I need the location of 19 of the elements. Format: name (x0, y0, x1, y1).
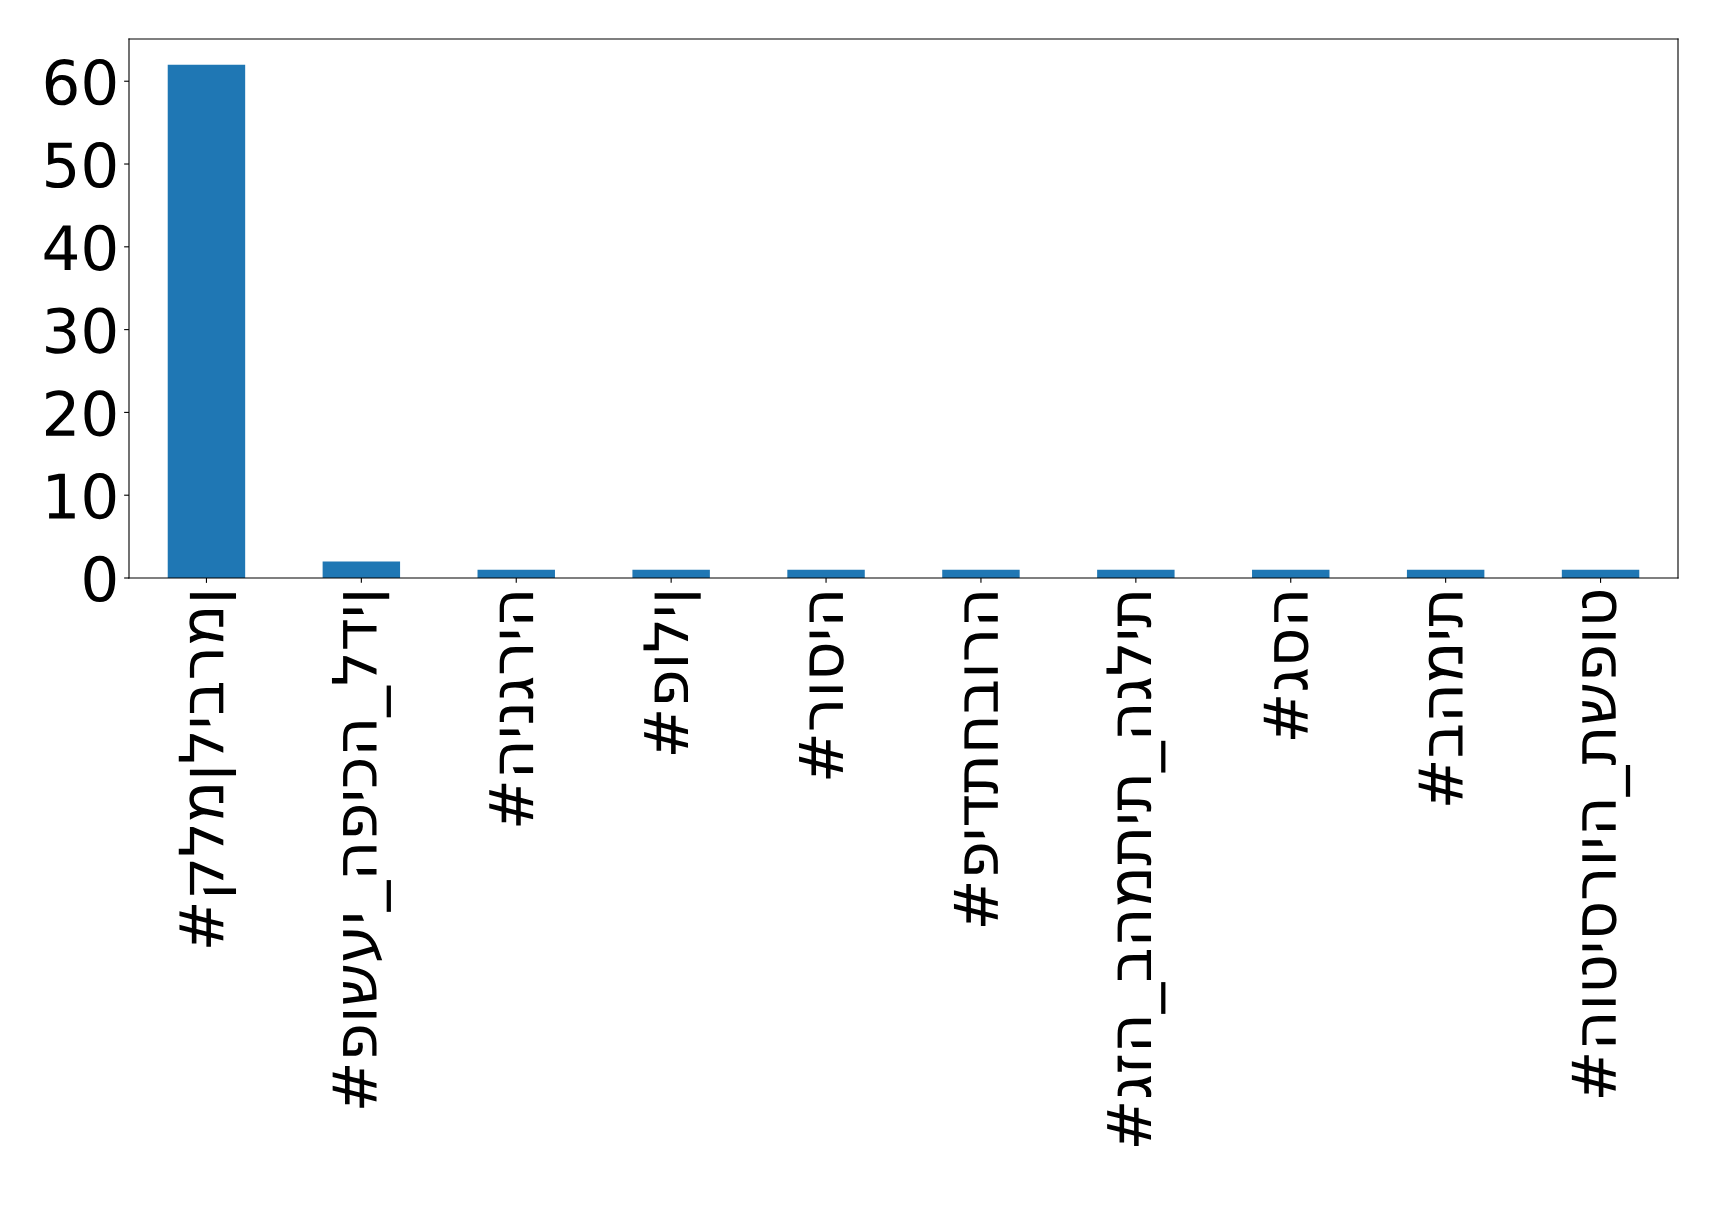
y-tick-label: 60 (45, 59, 116, 106)
x-tick-label: #פידתחבורה (953, 593, 999, 926)
bar (167, 64, 246, 578)
y-tick-label: 0 (84, 555, 116, 603)
bar (322, 561, 401, 578)
y-tick-label: 20 (45, 390, 116, 437)
y-tick-label: 30 (46, 307, 116, 354)
y-tick-label: 10 (48, 473, 116, 520)
y-tick-label: 50 (46, 141, 116, 189)
y-tick-label: 40 (44, 224, 116, 271)
x-tick-label: #גזה_בהמתית_הגלית (1106, 593, 1166, 1147)
x-tick-label: #הינגריה (489, 593, 534, 826)
x-tick-label: #גסה (1263, 593, 1309, 739)
x-tick-label: #בהמית (1418, 593, 1463, 805)
x-tick-label: #פולין (643, 593, 701, 755)
x-tick-label: #הוטיסרויה_תשפוט (1571, 591, 1631, 1097)
x-tick-label: #רוסיה (799, 593, 844, 779)
x-tick-label: #קלמןליברמן (178, 593, 237, 947)
x-tick-label: #פושעי_הפיכה_לדין (331, 593, 391, 1108)
